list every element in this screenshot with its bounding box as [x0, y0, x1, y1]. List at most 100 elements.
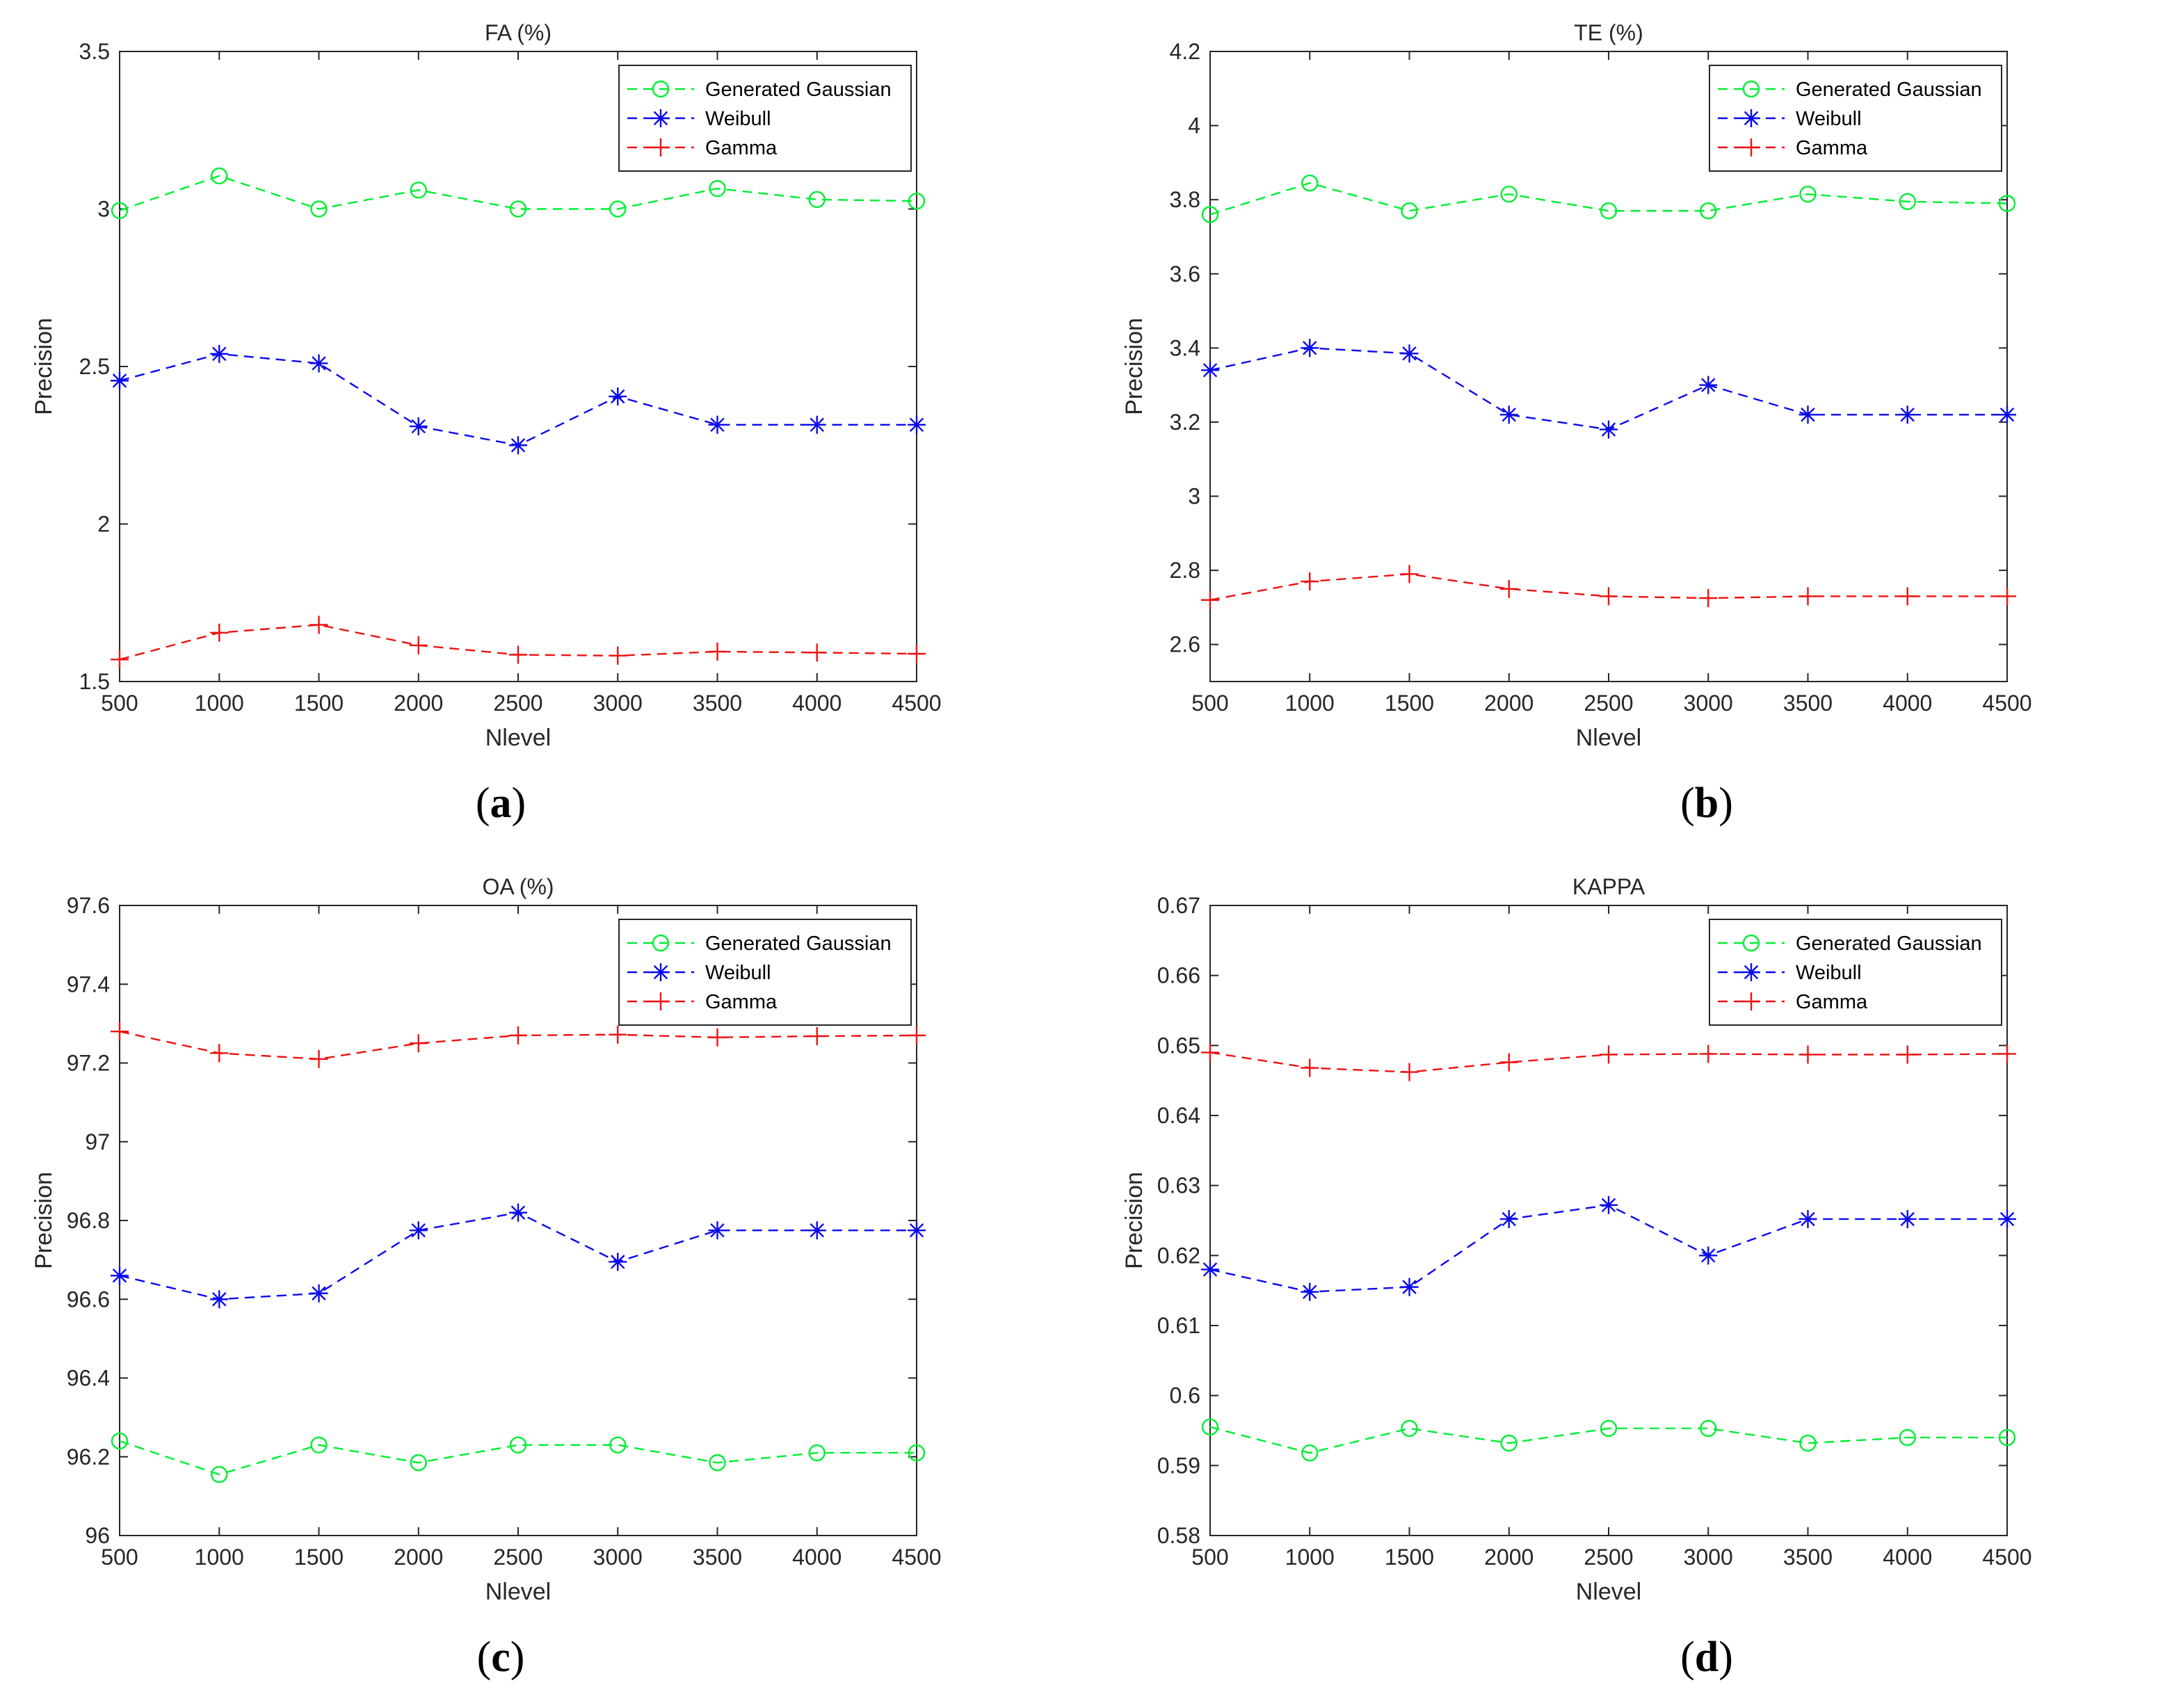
- y-tick-label: 97.2: [67, 1051, 110, 1076]
- x-tick-label: 4500: [1982, 1545, 2031, 1570]
- chart-title: KAPPA: [1572, 874, 1645, 899]
- data-point: [1998, 195, 2016, 212]
- chart-panel-b: TE (%) 500 1000 1500 2000 2500 3000 3500 4000 450…: [1090, 0, 2181, 854]
- data-point: [1998, 1209, 2016, 1228]
- data-point: [708, 1221, 727, 1240]
- y-tick-label: 2.5: [79, 354, 110, 379]
- series-line: [119, 175, 917, 211]
- legend-label: Weibull: [705, 962, 771, 984]
- data-point: [1400, 1063, 1419, 1081]
- y-tick-label: 96.4: [67, 1366, 110, 1391]
- data-point: [1400, 344, 1419, 363]
- data-point: [1499, 405, 1518, 424]
- data-point: [1798, 1045, 1817, 1064]
- y-tick-label: 3.4: [1170, 335, 1200, 360]
- data-point: [1899, 193, 1916, 211]
- y-tick-label: 4.2: [1170, 39, 1200, 64]
- data-point: [1699, 589, 1718, 608]
- series-markers: [1201, 1195, 2016, 1301]
- y-tick-label: 2.8: [1170, 558, 1200, 583]
- data-point: [1998, 587, 2016, 606]
- x-tick-label: 3500: [1783, 1545, 1833, 1570]
- data-point: [1998, 1428, 2016, 1447]
- data-point: [708, 642, 727, 661]
- legend-label: Weibull: [705, 108, 771, 130]
- chart-d-svg: KAPPA 500 1000 1500 2000 2500 3000 3500 4000 4500…: [1121, 874, 2032, 1605]
- data-point: [1500, 1434, 1518, 1452]
- data-point: [1201, 1260, 1219, 1279]
- x-tick-label: 4000: [1883, 1545, 1932, 1570]
- x-tick-label: 2500: [493, 691, 542, 716]
- data-point: [1798, 587, 1817, 606]
- chart-title: OA (%): [482, 874, 554, 899]
- y-tick-label: 0.63: [1157, 1173, 1200, 1198]
- data-point: [1600, 587, 1618, 606]
- panel-caption-a: (a): [475, 780, 526, 827]
- data-point: [908, 192, 926, 210]
- series-line: [1209, 1426, 2007, 1454]
- series-markers: [111, 1022, 926, 1068]
- data-point: [409, 417, 428, 436]
- legend-marker: [1742, 138, 1760, 156]
- series-markers: [1201, 565, 2016, 609]
- data-point: [1798, 1209, 1817, 1228]
- x-tick-label: 2000: [1484, 1545, 1534, 1570]
- legend-marker: [1742, 934, 1760, 952]
- data-point: [111, 202, 129, 219]
- x-tick-label: 2500: [493, 1545, 542, 1570]
- data-point: [908, 1221, 926, 1240]
- x-tick-label: 500: [1191, 1545, 1228, 1570]
- y-tick-label: 2.6: [1170, 632, 1200, 657]
- data-point: [1500, 185, 1518, 203]
- series-markers: [111, 167, 926, 219]
- x-tick-label: 3000: [1684, 1545, 1733, 1570]
- y-tick-label: 0.62: [1157, 1243, 1200, 1268]
- data-point: [310, 200, 328, 218]
- y-tick-label: 3.8: [1170, 187, 1200, 212]
- panel-caption-letter: c: [491, 1634, 510, 1681]
- data-point: [908, 645, 926, 663]
- series-markers: [1201, 339, 2016, 439]
- data-point: [410, 182, 427, 199]
- data-point: [211, 167, 228, 185]
- data-point: [210, 1044, 229, 1063]
- y-tick-label: 0.61: [1157, 1313, 1200, 1338]
- data-point: [1301, 1282, 1319, 1301]
- x-tick-label: 1000: [1285, 1545, 1335, 1570]
- x-tick-label: 1500: [294, 1545, 344, 1570]
- y-axis-label: Precision: [31, 318, 57, 415]
- data-point: [509, 200, 527, 218]
- x-tick-label: 3500: [1783, 691, 1833, 716]
- x-tick-label: 500: [1191, 691, 1228, 716]
- data-point: [211, 1466, 228, 1483]
- panel-caption-letter: a: [490, 780, 512, 827]
- data-point: [1201, 1418, 1219, 1436]
- data-point: [1401, 1419, 1418, 1437]
- data-point: [409, 636, 428, 654]
- legend-label: Gamma: [705, 991, 778, 1013]
- series-markers: [1201, 1418, 2016, 1462]
- y-tick-label: 3.2: [1170, 410, 1200, 435]
- chart-b-svg: TE (%) 500 1000 1500 2000 2500 3000 3500 4000 450…: [1121, 20, 2032, 751]
- data-point: [709, 1454, 726, 1472]
- legend-marker: [1742, 109, 1760, 127]
- legend-label: Weibull: [1796, 108, 1862, 130]
- x-tick-label: 2000: [1484, 691, 1534, 716]
- y-tick-label: 3: [1188, 484, 1200, 509]
- data-point: [1201, 590, 1219, 609]
- data-point: [509, 1203, 527, 1222]
- data-point: [908, 1026, 926, 1045]
- x-axis-label: Nlevel: [485, 1579, 551, 1605]
- legend-marker: [652, 963, 670, 981]
- chart-title: TE (%): [1574, 20, 1643, 45]
- data-point: [908, 415, 926, 434]
- y-tick-label: 0.66: [1157, 963, 1200, 988]
- data-point: [1301, 1058, 1319, 1077]
- panel-caption-d: (d): [1680, 1634, 1733, 1681]
- chart-panel-d: KAPPA 500 1000 1500 2000 2500 3000 3500 4000 4500…: [1090, 854, 2181, 1708]
- x-tick-label: 4000: [792, 691, 842, 716]
- x-tick-label: 3000: [593, 691, 643, 716]
- data-point: [1700, 202, 1717, 220]
- data-point: [1998, 1045, 2016, 1063]
- series-markers: [111, 344, 926, 455]
